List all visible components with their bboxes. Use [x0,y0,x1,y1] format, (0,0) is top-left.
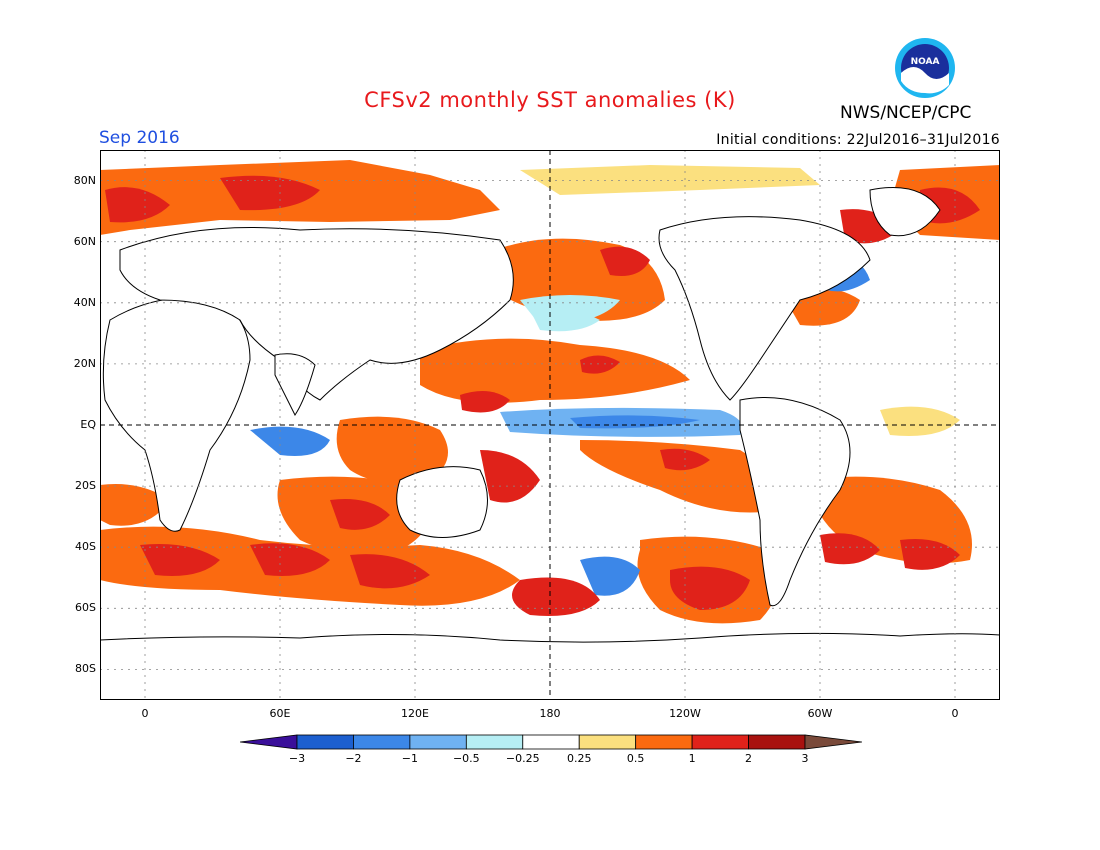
organization-label: NWS/NCEP/CPC [840,103,972,123]
colorbar-segment [635,734,693,750]
latitude-label: 80S [75,662,96,676]
noaa-logo: NOAA [895,38,955,98]
initial-conditions: Initial conditions: 22Jul2016–31Jul2016 [716,132,1000,148]
reference-lines [100,150,1000,700]
latitude-label: 60S [75,601,96,615]
colorbar-tick-label: 1 [688,752,696,765]
latitude-label: 40N [73,295,96,309]
colorbar-tick-label: −0.5 [452,752,480,765]
map-title: CFSv2 monthly SST anomalies (K) [364,88,736,112]
colorbar-tick-label: 3 [801,752,809,765]
colorbar-tick-label: −0.25 [505,752,540,765]
latitude-label: EQ [80,418,96,431]
colorbar-tick-label: 0.5 [626,752,645,765]
colorbar-segment [578,734,637,750]
latitude-label: 20S [75,479,96,493]
latitude-label: 60N [73,234,96,248]
colorbar-segment [353,734,411,750]
latitude-label: 40S [75,540,96,554]
colorbar-tick-label: −1 [401,752,418,765]
longitude-label: 0 [141,707,149,720]
longitude-label: 60E [269,707,291,720]
continents [100,187,1000,700]
forecast-month: Sep 2016 [99,128,180,148]
colorbar-max-arrow [804,734,862,750]
colorbar-segment [748,734,806,750]
longitude-label: 60W [807,707,833,720]
sst-anomaly-map [100,150,1000,700]
colorbar-segment [522,734,580,750]
colorbar-segment [409,734,467,750]
longitude-label: 180 [539,707,561,720]
logo-text: NOAA [911,57,940,67]
colorbar-tick-label: −2 [345,752,362,765]
latitude-label: 80N [73,173,96,187]
longitude-label: 120W [669,707,701,720]
colorbar-segment [691,734,749,750]
colorbar-tick-label: 2 [745,752,753,765]
colorbar-tick-label: −3 [288,752,306,765]
latitude-label: 20N [73,356,96,370]
longitude-label: 120E [401,707,429,720]
colorbar-tick-label: 0.25 [566,752,592,765]
colorbar [240,734,862,750]
colorbar-min-arrow [240,734,298,750]
colorbar-segment [465,734,524,750]
colorbar-segment [296,734,354,750]
longitude-label: 0 [951,707,959,720]
